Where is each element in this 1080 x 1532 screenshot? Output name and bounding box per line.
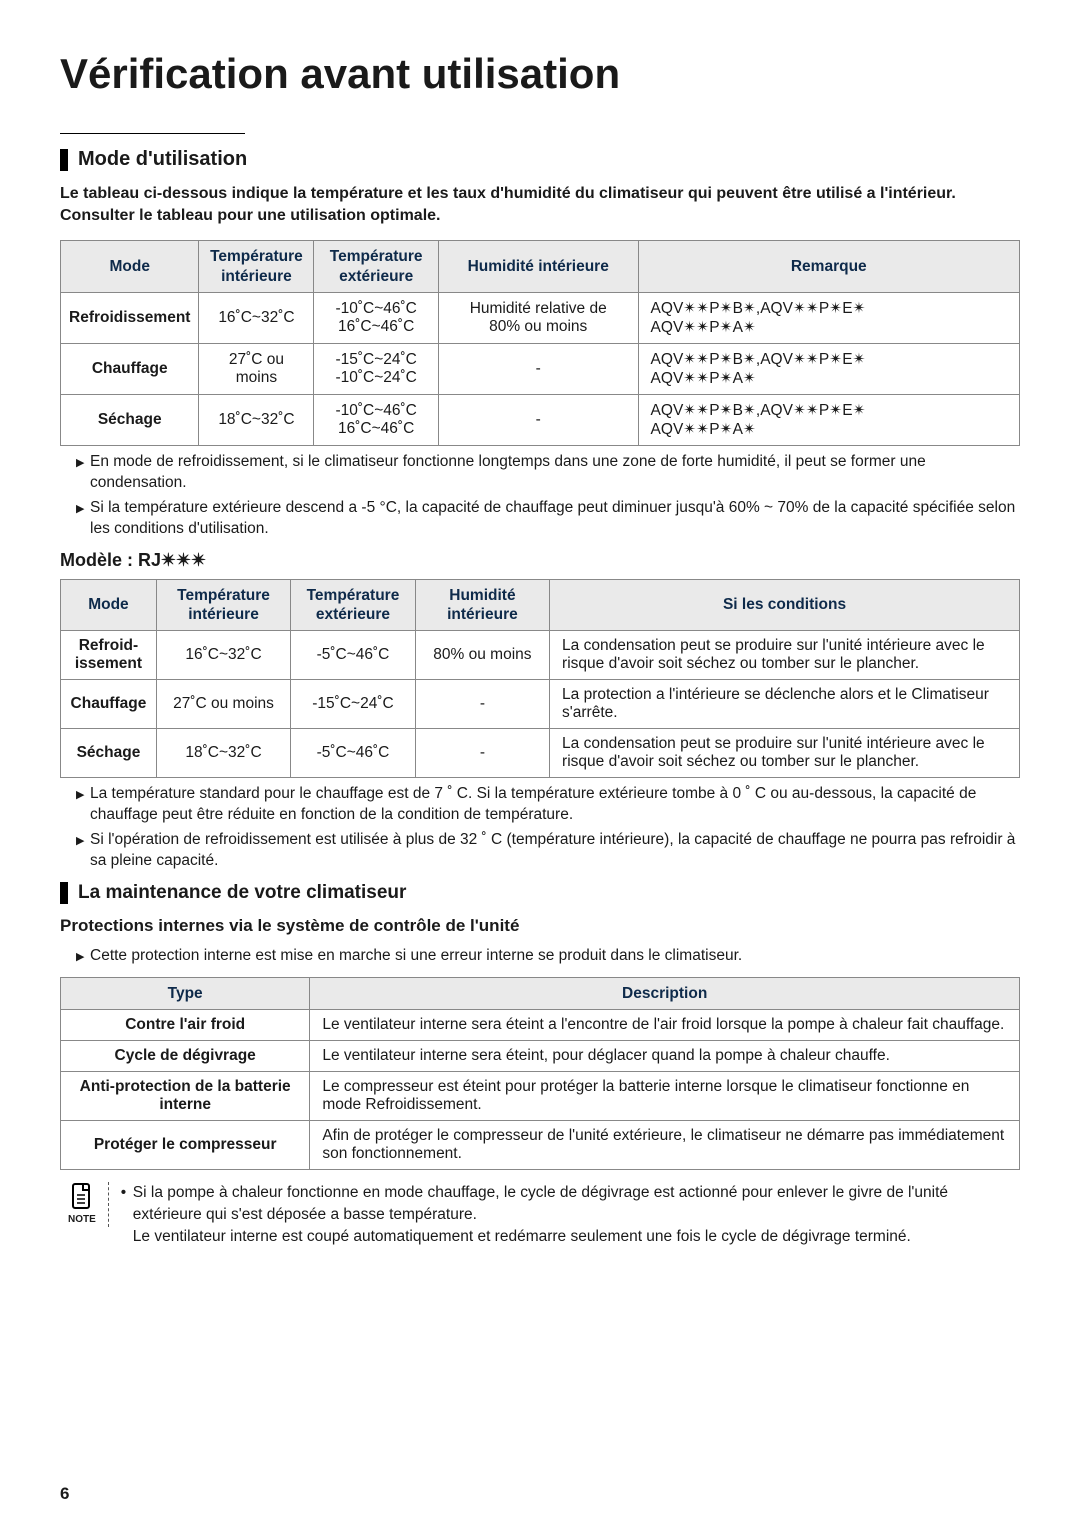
td: Afin de protéger le compresseur de l'uni… [310,1121,1020,1170]
note-item: Si la température extérieure descend a -… [76,498,1020,540]
td: 16˚C~32˚C [199,292,314,343]
section1-heading-text: Mode d'utilisation [78,148,247,171]
table-row: Cycle de dégivrageLe ventilateur interne… [61,1041,1020,1072]
model-label: Modèle : RJ✴✴✴ [60,550,1020,571]
td: La protection a l'intérieure se déclench… [550,680,1020,729]
notes2: La température standard pour le chauffag… [60,784,1020,872]
td: 18˚C~32˚C [156,729,290,778]
td: -10˚C~46˚C16˚C~46˚C [314,292,438,343]
section2-intro-note: Cette protection interne est mise en mar… [60,946,1020,967]
table-row: Anti-protection de la batterieinterneLe … [61,1072,1020,1121]
heading-bar [60,882,68,904]
section1-heading: Mode d'utilisation [60,148,1020,171]
note-icon: NOTE [68,1182,96,1225]
td: Chauffage [61,343,199,394]
th: Humidité intérieure [438,241,638,293]
td: Le compresseur est éteint pour protéger … [310,1072,1020,1121]
table-row: Protéger le compresseurAfin de protéger … [61,1121,1020,1170]
note-separator [108,1182,109,1227]
td: Anti-protection de la batterieinterne [61,1072,310,1121]
td: -5˚C~46˚C [291,631,416,680]
td: La condensation peut se produire sur l'u… [550,631,1020,680]
td: AQV✴✴P✴B✴,AQV✴✴P✴E✴AQV✴✴P✴A✴ [638,343,1019,394]
note-label: NOTE [68,1214,96,1225]
td: Refroid-issement [61,631,157,680]
td: -10˚C~46˚C16˚C~46˚C [314,394,438,445]
table-row: Refroid-issement16˚C~32˚C-5˚C~46˚C80% ou… [61,631,1020,680]
td: - [438,394,638,445]
td: 27˚C ou moins [199,343,314,394]
td: - [415,729,549,778]
table-row: Contre l'air froidLe ventilateur interne… [61,1010,1020,1041]
section2-intro-note-item: Cette protection interne est mise en mar… [76,946,1020,967]
note-item: La température standard pour le chauffag… [76,784,1020,826]
td: -15˚C~24˚C-10˚C~24˚C [314,343,438,394]
td: Contre l'air froid [61,1010,310,1041]
page-title: Vérification avant utilisation [60,50,1020,98]
note-box: NOTE Si la pompe à chaleur fonctionne en… [60,1182,1020,1247]
section1-intro: Le tableau ci-dessous indique la tempéra… [60,183,1020,226]
td: Protéger le compresseur [61,1121,310,1170]
th: Températureintérieure [156,579,290,631]
td: -5˚C~46˚C [291,729,416,778]
th: Températureextérieure [291,579,416,631]
table1: ModeTempératureintérieureTempératureexté… [60,240,1020,446]
divider [60,133,245,134]
td: AQV✴✴P✴B✴,AQV✴✴P✴E✴AQV✴✴P✴A✴ [638,292,1019,343]
td: Le ventilateur interne sera éteint, pour… [310,1041,1020,1072]
td: - [415,680,549,729]
th: Températureextérieure [314,241,438,293]
td: 18˚C~32˚C [199,394,314,445]
td: Le ventilateur interne sera éteint a l'e… [310,1010,1020,1041]
td: 27˚C ou moins [156,680,290,729]
th: Humiditéintérieure [415,579,549,631]
td: AQV✴✴P✴B✴,AQV✴✴P✴E✴AQV✴✴P✴A✴ [638,394,1019,445]
td: -15˚C~24˚C [291,680,416,729]
section2-heading-text: La maintenance de votre climatiseur [78,882,406,904]
section2-sub: Protections internes via le système de c… [60,916,1020,936]
table-row: Chauffage27˚C ou moins-15˚C~24˚C-10˚C~24… [61,343,1020,394]
th: Type [61,977,310,1009]
td: Séchage [61,729,157,778]
th: Températureintérieure [199,241,314,293]
table-row: Chauffage27˚C ou moins-15˚C~24˚C-La prot… [61,680,1020,729]
td: Humidité relative de80% ou moins [438,292,638,343]
heading-bar [60,149,68,171]
th: Description [310,977,1020,1009]
notes1: En mode de refroidissement, si le climat… [60,452,1020,540]
table-row: Séchage18˚C~32˚C-10˚C~46˚C16˚C~46˚C-AQV✴… [61,394,1020,445]
td: - [438,343,638,394]
td: 16˚C~32˚C [156,631,290,680]
td: 80% ou moins [415,631,549,680]
note-text: Si la pompe à chaleur fonctionne en mode… [121,1182,1020,1247]
td: Refroidissement [61,292,199,343]
page-number: 6 [60,1484,69,1504]
table-row: Refroidissement16˚C~32˚C-10˚C~46˚C16˚C~4… [61,292,1020,343]
th: Si les conditions [550,579,1020,631]
section2-heading: La maintenance de votre climatiseur [60,882,1020,904]
th: Mode [61,241,199,293]
table-row: Séchage18˚C~32˚C-5˚C~46˚C-La condensatio… [61,729,1020,778]
th: Mode [61,579,157,631]
table3: TypeDescriptionContre l'air froidLe vent… [60,977,1020,1170]
table2: ModeTempératureintérieureTempératureexté… [60,579,1020,779]
note-item: Si l'opération de refroidissement est ut… [76,830,1020,872]
td: La condensation peut se produire sur l'u… [550,729,1020,778]
note-item: En mode de refroidissement, si le climat… [76,452,1020,494]
td: Cycle de dégivrage [61,1041,310,1072]
td: Chauffage [61,680,157,729]
td: Séchage [61,394,199,445]
th: Remarque [638,241,1019,293]
